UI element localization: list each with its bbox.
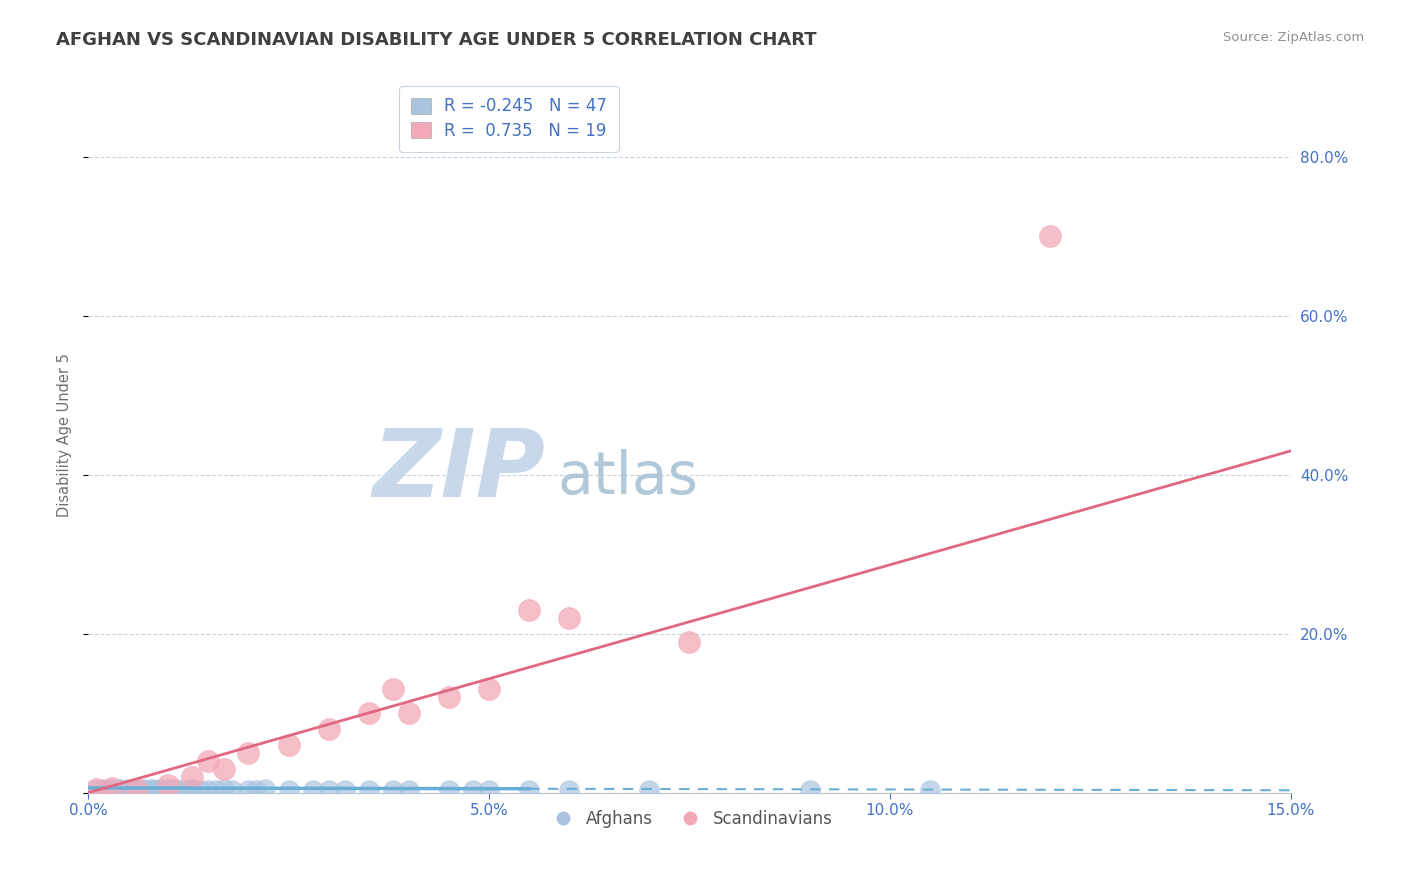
Point xyxy=(110,783,132,797)
Point xyxy=(157,778,180,792)
Point xyxy=(918,783,941,797)
Point xyxy=(799,783,821,797)
Point xyxy=(101,782,124,797)
Point xyxy=(277,783,299,797)
Point xyxy=(205,783,228,797)
Point xyxy=(214,762,236,776)
Point xyxy=(117,781,139,796)
Point xyxy=(478,682,501,697)
Point xyxy=(125,781,148,796)
Point xyxy=(301,783,323,797)
Point xyxy=(84,783,107,797)
Point xyxy=(381,783,404,797)
Point xyxy=(165,783,187,797)
Point xyxy=(221,783,243,797)
Point xyxy=(398,706,420,721)
Point xyxy=(157,783,180,797)
Point xyxy=(110,782,132,797)
Point xyxy=(181,770,204,784)
Point xyxy=(190,783,212,797)
Point xyxy=(357,783,380,797)
Point xyxy=(149,782,172,797)
Point xyxy=(638,783,661,797)
Point xyxy=(173,783,195,797)
Legend: Afghans, Scandinavians: Afghans, Scandinavians xyxy=(540,803,839,834)
Point xyxy=(181,783,204,797)
Point xyxy=(134,782,156,797)
Point xyxy=(125,782,148,797)
Point xyxy=(318,722,340,736)
Point xyxy=(437,783,460,797)
Point xyxy=(117,783,139,797)
Point xyxy=(134,783,156,797)
Point xyxy=(517,783,540,797)
Point xyxy=(333,783,356,797)
Point xyxy=(101,783,124,797)
Point xyxy=(357,706,380,721)
Point xyxy=(398,783,420,797)
Point xyxy=(381,682,404,697)
Point xyxy=(558,611,581,625)
Point xyxy=(238,746,260,760)
Point xyxy=(253,782,276,797)
Point xyxy=(165,782,187,797)
Point xyxy=(197,783,219,797)
Text: AFGHAN VS SCANDINAVIAN DISABILITY AGE UNDER 5 CORRELATION CHART: AFGHAN VS SCANDINAVIAN DISABILITY AGE UN… xyxy=(56,31,817,49)
Point xyxy=(93,782,115,797)
Point xyxy=(101,780,124,795)
Point xyxy=(141,782,163,797)
Point xyxy=(238,783,260,797)
Point xyxy=(197,754,219,768)
Text: Source: ZipAtlas.com: Source: ZipAtlas.com xyxy=(1223,31,1364,45)
Point xyxy=(478,783,501,797)
Y-axis label: Disability Age Under 5: Disability Age Under 5 xyxy=(58,353,72,517)
Point xyxy=(214,782,236,797)
Point xyxy=(437,690,460,705)
Point xyxy=(245,783,267,797)
Point xyxy=(157,782,180,797)
Point xyxy=(93,783,115,797)
Point xyxy=(277,738,299,752)
Point xyxy=(318,783,340,797)
Point xyxy=(149,783,172,797)
Point xyxy=(181,782,204,797)
Point xyxy=(141,783,163,797)
Point xyxy=(517,603,540,617)
Point xyxy=(1039,229,1062,244)
Point xyxy=(461,783,484,797)
Text: ZIP: ZIP xyxy=(373,425,546,516)
Point xyxy=(84,781,107,796)
Point xyxy=(125,783,148,797)
Point xyxy=(678,634,700,648)
Text: atlas: atlas xyxy=(557,450,699,507)
Point xyxy=(558,783,581,797)
